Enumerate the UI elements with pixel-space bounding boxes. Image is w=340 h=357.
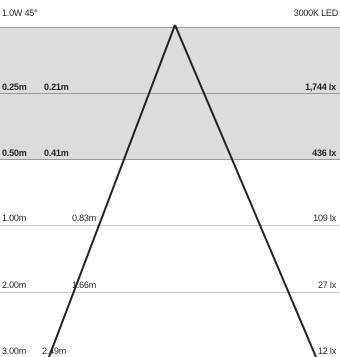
diameter-label: 0.21m: [44, 82, 69, 92]
lux-label: 27 lx: [317, 280, 336, 290]
row-divider-3: [0, 225, 340, 226]
lux-label: 109 lx: [313, 213, 336, 223]
distance-label: 3.00m: [2, 346, 27, 356]
diameter-label: 0.83m: [72, 213, 97, 223]
distance-label: 0.25m: [2, 82, 27, 92]
row-divider-2: [0, 159, 340, 160]
distance-label: 2.00m: [2, 280, 27, 290]
distance-label: 1.00m: [2, 213, 27, 223]
row-divider-4: [0, 292, 340, 293]
diameter-label: 1.66m: [72, 280, 97, 290]
lux-label: 12 lx: [317, 346, 336, 356]
spec-label: 1.0W 45°: [2, 8, 38, 18]
header-divider: [0, 27, 340, 28]
distance-label: 0.50m: [2, 148, 27, 158]
row-divider-1: [0, 93, 340, 94]
color-temp-label: 3000K LED: [293, 8, 338, 18]
diameter-label: 2.49m: [42, 346, 67, 356]
beam-right-edge: [174, 24, 317, 357]
diameter-label: 0.41m: [44, 148, 69, 158]
lux-label: 436 lx: [312, 148, 336, 158]
lux-label: 1,744 lx: [305, 82, 336, 92]
beam-left-edge: [48, 24, 176, 357]
